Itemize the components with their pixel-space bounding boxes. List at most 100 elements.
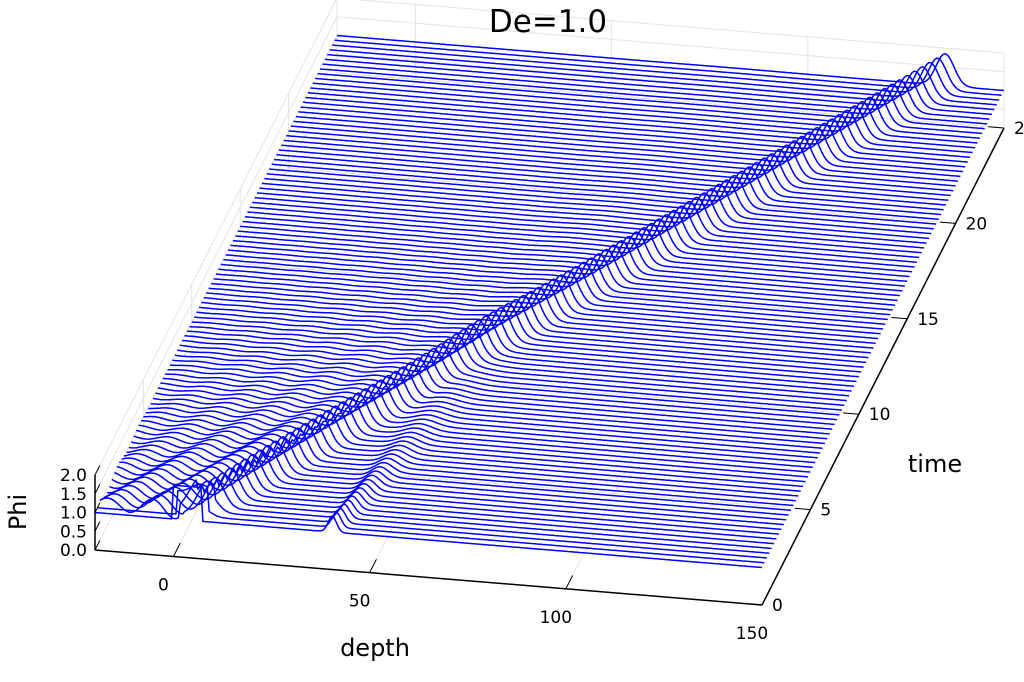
series-curve [172, 347, 840, 416]
series-curve [271, 163, 939, 221]
series-curve [104, 472, 772, 550]
series-curve [247, 211, 915, 268]
z-tick-label: 1.0 [60, 504, 87, 524]
x-tick-mark [565, 575, 574, 590]
series-curve [257, 192, 925, 249]
series-curve [278, 149, 946, 206]
grid-line [94, 16, 338, 494]
x-tick-label: 150 [736, 624, 768, 644]
grid-line [94, 35, 338, 513]
y-tick-label: 5 [820, 501, 831, 521]
series-curve [259, 187, 927, 244]
y-tick-label: 25 [1014, 119, 1024, 139]
series-curve [119, 444, 787, 521]
series-curve [307, 91, 976, 149]
series-curve [230, 244, 898, 302]
series-curves [94, 34, 1005, 569]
z-tick-label: 0.5 [60, 522, 87, 542]
z-tick-mark [94, 540, 101, 551]
series-curve [228, 248, 896, 306]
labels-layer: De=1.0 depth time Phi [4, 4, 962, 662]
series-curve [281, 144, 949, 201]
y-tick-mark [843, 412, 859, 415]
series-curve [315, 77, 983, 135]
series-curve [298, 111, 966, 168]
z-tick-mark [94, 521, 101, 532]
series-curve [174, 342, 842, 411]
z-tick-label: 0.0 [60, 541, 87, 561]
series-curve [324, 58, 992, 116]
series-curve [138, 409, 806, 483]
series-curve [150, 388, 818, 459]
series-curve [162, 366, 830, 435]
grid-line [355, 0, 1005, 54]
series-curve [145, 396, 813, 469]
series-curve [237, 230, 905, 287]
series-curve [131, 422, 799, 497]
z-tick-mark [94, 502, 101, 513]
grid-line [94, 54, 338, 532]
z-tick-mark [94, 465, 101, 476]
series-curve [177, 338, 845, 407]
series-curve [157, 375, 825, 445]
series-curve [191, 310, 859, 378]
series-curve [194, 307, 862, 373]
series-curve [249, 206, 917, 263]
grid-line [336, 16, 1005, 73]
series-curve [211, 278, 879, 340]
series-curve [290, 125, 959, 182]
series-curve [254, 196, 922, 254]
y-tick-label: 10 [869, 405, 891, 425]
series-curve [167, 357, 835, 426]
series-curve [101, 476, 770, 554]
z-tick-label: 1.5 [60, 485, 87, 505]
z-axis-title: Phi [4, 494, 32, 530]
grid-line [173, 79, 416, 557]
series-curve [107, 467, 775, 545]
grid-line [191, 358, 859, 415]
series-curve [300, 106, 968, 163]
x-tick-label: 50 [349, 592, 371, 612]
series-curve [199, 298, 867, 364]
series-curve [135, 413, 804, 488]
y-tick-label: 0 [772, 596, 783, 616]
y-tick-label: 15 [917, 310, 939, 330]
series-curve [269, 168, 937, 225]
x-tick-mark [761, 591, 770, 606]
y-tick-mark [988, 126, 1005, 129]
series-curve [274, 158, 942, 216]
z-tick-label: 2.0 [60, 466, 87, 486]
y-tick-mark [794, 507, 811, 511]
series-curve [283, 139, 951, 197]
series-curve [261, 182, 930, 240]
series-curve [244, 215, 913, 273]
series-curve [329, 49, 997, 106]
x-axis-line [94, 549, 763, 606]
series-curve [187, 319, 855, 387]
z-tick-mark [94, 483, 101, 494]
series-curve [206, 286, 874, 349]
series-curve [293, 120, 961, 178]
grid-line [94, 0, 337, 476]
series-curve [182, 328, 850, 397]
series-curve [336, 34, 1005, 92]
grid-line [288, 167, 956, 224]
y-tick-mark [746, 603, 763, 606]
x-tick-mark [369, 559, 377, 573]
series-curve [303, 101, 971, 159]
series-curve [126, 431, 794, 507]
series-curve [189, 315, 857, 383]
series-curve [288, 130, 956, 187]
series-curve [141, 405, 809, 478]
grid-line [143, 454, 811, 511]
series-curve [305, 96, 973, 154]
series-curve [184, 324, 852, 392]
series-curve [179, 333, 847, 402]
grid-line [240, 263, 908, 320]
series-curve [94, 484, 763, 569]
series-curve [235, 235, 903, 292]
series-curve [317, 72, 985, 130]
series-curve [208, 282, 876, 345]
series-curve [201, 294, 869, 359]
